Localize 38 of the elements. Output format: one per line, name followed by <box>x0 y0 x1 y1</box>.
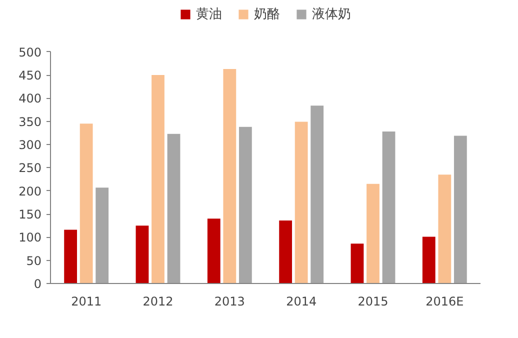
bar <box>294 122 308 284</box>
y-tick-label: 500 <box>18 45 42 60</box>
bar <box>238 126 252 284</box>
bar <box>64 230 78 284</box>
x-tick-label: 2011 <box>71 294 102 308</box>
bar <box>136 226 149 284</box>
y-tick-label: 100 <box>18 230 42 245</box>
y-tick-label: 450 <box>18 68 42 82</box>
x-tick-label: 2016E <box>426 294 464 308</box>
x-tick-label: 2013 <box>214 294 245 308</box>
bar <box>438 174 452 284</box>
bar <box>152 75 164 284</box>
bar <box>454 136 467 284</box>
bar <box>167 134 180 284</box>
bar <box>422 236 436 284</box>
bar <box>310 106 324 284</box>
y-tick-label: 300 <box>18 138 42 152</box>
y-tick-label: 200 <box>18 184 42 198</box>
bar <box>382 132 396 284</box>
y-tick-label: 150 <box>18 208 42 222</box>
legend-label: 液体奶 <box>312 6 351 23</box>
y-tick-label: 0 <box>34 277 42 291</box>
bar <box>366 184 380 284</box>
x-tick-label: 2015 <box>358 294 388 308</box>
bar <box>350 244 364 284</box>
y-tick-label: 350 <box>18 114 42 129</box>
bar <box>207 218 220 284</box>
y-tick-label: 250 <box>18 161 42 176</box>
x-tick-label: 2012 <box>142 294 174 308</box>
x-tick-label: 2014 <box>286 294 317 308</box>
legend-label: 黄油 <box>196 6 222 23</box>
y-tick-label: 50 <box>26 254 42 268</box>
bar <box>223 68 236 284</box>
legend-label: 奶酪 <box>254 6 280 23</box>
bar <box>96 188 109 284</box>
bar <box>80 124 93 284</box>
y-tick-label: 400 <box>18 92 42 106</box>
bar <box>279 220 292 284</box>
